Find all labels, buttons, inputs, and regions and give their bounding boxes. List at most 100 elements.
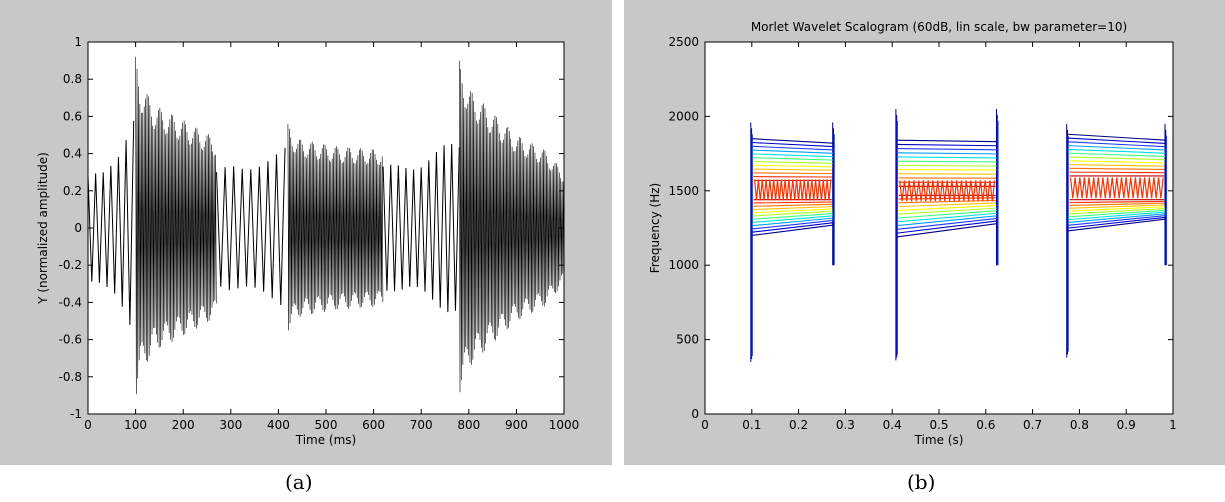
contour-upper-4 [1068, 148, 1166, 154]
contour-lower-8 [753, 206, 833, 211]
contour-upper-4 [752, 153, 834, 158]
contour-upper-1 [751, 141, 834, 148]
y-axis-label: Frequency (Hz) [648, 183, 662, 274]
y-tick-label: 500 [676, 333, 699, 347]
x-tick-label: 0.5 [929, 418, 948, 432]
x-tick-label: 0.8 [1070, 418, 1089, 432]
x-tick-label: 0 [84, 418, 92, 432]
y-tick-label: 0.2 [63, 184, 82, 198]
waveform-chart: 0 100 200 300 400 500 600 700 800 900 1000 -1 -0.8 -0… [0, 0, 612, 465]
contour-upper-2 [752, 145, 834, 151]
panel-a: 0 100 200 300 400 500 600 700 800 900 1000 -1 -0.8 -0… [0, 0, 612, 494]
y-tick-label: 0.8 [63, 72, 82, 86]
signal-segment-3 [287, 123, 384, 331]
x-tick-label: 900 [505, 418, 528, 432]
contour-lower-10 [753, 201, 833, 204]
contour-upper-6 [897, 164, 997, 167]
y-tick-label: 2500 [668, 35, 699, 49]
contour-lower-8 [898, 202, 997, 208]
y-axis-label: Y (normalized amplitude) [36, 152, 50, 305]
burst-1 [895, 108, 999, 361]
contour-upper-8 [1069, 164, 1165, 167]
signal-segment-4 [382, 144, 460, 313]
x-tick-label: 0.9 [1117, 418, 1136, 432]
contour-lower-3 [897, 215, 998, 227]
contour-lower-6 [897, 207, 997, 215]
x-tick-label: 0.3 [836, 418, 855, 432]
contour-lower-2 [1067, 215, 1166, 226]
contour-lower-7 [752, 208, 833, 214]
contour-lower-5 [897, 210, 997, 219]
contour-upper-2 [897, 148, 998, 151]
contour-upper-7 [1068, 160, 1165, 164]
x-tick-label: 800 [457, 418, 480, 432]
contour-lower-9 [753, 203, 833, 207]
contour-upper-3 [1068, 145, 1166, 151]
contour-lower-8 [1069, 204, 1165, 209]
contour-upper-0 [1067, 133, 1167, 141]
contour-lower-2 [752, 219, 834, 230]
contour-upper-5 [752, 157, 833, 161]
signal-segment-5 [458, 60, 564, 393]
contour-lower-1 [896, 220, 998, 234]
scalogram-chart: 0 0.1 0.2 0.3 0.4 0.5 0.6 0.7 0.8 0.9 1 0 500 1000 150… [624, 0, 1225, 465]
x-tick-label: 300 [219, 418, 242, 432]
contour-lower-6 [1068, 207, 1165, 215]
burst-0 [750, 122, 835, 362]
signal-segment-1 [135, 56, 217, 395]
contour-lower-7 [898, 204, 997, 211]
contour-upper-5 [897, 160, 997, 163]
y-tick-label: 1 [74, 35, 82, 49]
x-tick-label: 0.6 [976, 418, 995, 432]
y-tick-label: 2000 [668, 109, 699, 123]
contour-lower-7 [1068, 206, 1165, 212]
contour-lower-5 [752, 212, 833, 220]
x-tick-label: 600 [362, 418, 385, 432]
y-tick-label: 1000 [668, 258, 699, 272]
contour-upper-8 [753, 168, 833, 171]
core-contour [1069, 177, 1164, 199]
signal-segment-0 [88, 120, 135, 325]
y-tick-label: -0.8 [59, 370, 82, 384]
contour-upper-7 [752, 164, 833, 168]
x-tick-label: 700 [410, 418, 433, 432]
contour-upper-3 [752, 149, 834, 154]
contour-lower-3 [752, 217, 834, 227]
contour-lower-5 [1068, 209, 1166, 218]
contour-lower-10 [898, 197, 996, 200]
y-tick-label: -0.4 [59, 295, 82, 309]
y-tick-label: 0 [691, 407, 699, 421]
contour-lower-4 [897, 212, 997, 223]
x-tick-label: 500 [315, 418, 338, 432]
caption-b: (b) [907, 470, 936, 494]
contour-lower-9 [898, 199, 996, 204]
contour-lower-3 [1068, 213, 1166, 224]
contour-lower-10 [1069, 200, 1165, 204]
contour-upper-0 [896, 139, 998, 143]
contour-lower-4 [1068, 211, 1166, 221]
y-tick-label: -1 [70, 407, 82, 421]
contour-lower-6 [752, 210, 833, 217]
contour-lower-0 [896, 222, 998, 238]
x-tick-label: 1000 [549, 418, 580, 432]
core-contour [899, 180, 996, 202]
contour-upper-5 [1068, 152, 1166, 157]
y-tick-label: -0.6 [59, 333, 82, 347]
contour-lower-0 [1067, 218, 1167, 232]
contour-upper-6 [752, 160, 833, 165]
contour-upper-7 [898, 169, 997, 171]
contour-lower-1 [751, 222, 834, 233]
x-tick-label: 0.4 [883, 418, 902, 432]
contour-lower-4 [752, 215, 834, 224]
contour-lower-9 [1069, 202, 1165, 206]
contour-upper-3 [897, 152, 997, 155]
contour-upper-1 [897, 143, 998, 147]
x-tick-label: 0.1 [742, 418, 761, 432]
caption-a: (a) [285, 470, 313, 494]
contour-upper-2 [1068, 141, 1166, 148]
burst-2 [1066, 123, 1168, 358]
contour-upper-0 [751, 138, 834, 144]
contour-lower-0 [751, 224, 834, 236]
contour-upper-10 [1069, 171, 1165, 174]
x-axis-label: Time (s) [914, 433, 964, 447]
